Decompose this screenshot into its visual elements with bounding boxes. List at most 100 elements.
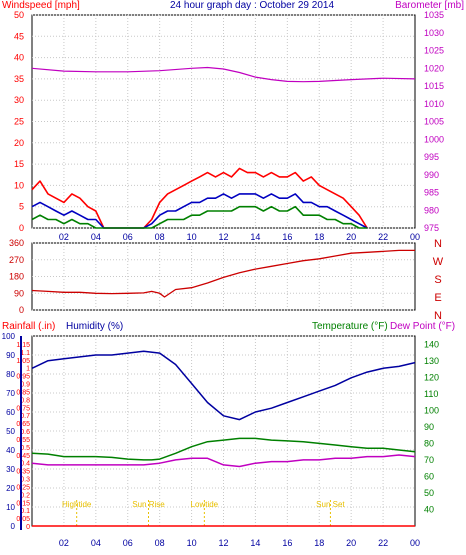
event-label: Lowtide: [191, 500, 219, 509]
rainfall-tick-label: 0.4: [20, 461, 30, 468]
x-tick-label: 22: [378, 232, 388, 242]
dewpoint-axis-title: Dew Point (°F): [390, 321, 456, 332]
windspeed-tick-label: 25: [14, 117, 24, 127]
direction-tick-label: 0: [19, 305, 24, 315]
windspeed-tick-label: 0: [19, 223, 24, 233]
windspeed-tick-label: 50: [14, 10, 24, 20]
rainfall-tick-label: 0.35: [16, 469, 30, 476]
x-tick-label: 20: [346, 538, 356, 548]
windspeed-axis-title: Windspeed [mph]: [2, 0, 80, 11]
barometer-tick-label: 1020: [424, 63, 444, 73]
rainfall-tick-label: 0.2: [20, 492, 30, 499]
rainfall-tick-label: 0.6: [20, 429, 30, 436]
rainfall-tick-label: 0.5: [20, 445, 30, 452]
rainfall-tick-label: 0.45: [16, 453, 30, 460]
x-tick-label: 08: [155, 538, 165, 548]
rainfall-tick-label: 0.85: [16, 389, 30, 396]
rainfall-tick-label: 1.15: [16, 342, 30, 349]
rainfall-tick-label: 0.55: [16, 437, 30, 444]
x-tick-label: 16: [282, 538, 292, 548]
x-tick-label: 02: [59, 232, 69, 242]
windspeed-tick-label: 15: [14, 159, 24, 169]
rainfall-tick-label: 0.95: [16, 374, 30, 381]
x-tick-label: 08: [155, 232, 165, 242]
humidity-tick-label: 60: [6, 408, 15, 417]
x-tick-label: 06: [123, 232, 133, 242]
rainfall-tick-label: 0.1: [20, 508, 30, 515]
barometer-tick-label: 990: [424, 170, 439, 180]
low-series: [31, 205, 368, 229]
windspeed-tick-label: 30: [14, 95, 24, 105]
x-tick-label: 10: [187, 538, 197, 548]
temperature-tick-label: 120: [424, 372, 439, 382]
rainfall-tick-label: 1: [26, 366, 30, 373]
x-tick-label: 20: [346, 232, 356, 242]
rainfall-tick-label: 0.7: [20, 413, 30, 420]
barometer-tick-label: 1030: [424, 28, 444, 38]
x-tick-label: 18: [314, 232, 324, 242]
humidity-tick-label: 30: [6, 465, 15, 474]
windspeed-tick-label: 5: [19, 202, 24, 212]
x-tick-label: 00: [410, 232, 420, 242]
x-tick-label: 04: [91, 232, 101, 242]
humidity-tick-label: 40: [6, 446, 15, 455]
rainfall-tick-label: 0: [26, 524, 30, 531]
humidity-tick-label: 10: [6, 503, 15, 512]
direction-tick-label: 180: [9, 272, 24, 282]
x-tick-label: 16: [282, 232, 292, 242]
direction-tick-label: 90: [14, 288, 24, 298]
barometer-axis-title: Barometer [mb]: [395, 0, 464, 11]
temperature-series: [31, 437, 416, 461]
humidity-temperature-panel: 00.050.10.150.20.250.30.350.40.450.50.55…: [2, 332, 439, 548]
rainfall-tick-label: 0.65: [16, 421, 30, 428]
barometer-tick-label: 1000: [424, 134, 444, 144]
x-tick-label: 10: [187, 232, 197, 242]
x-tick-label: 14: [250, 538, 260, 548]
barometer-tick-label: 1025: [424, 46, 444, 56]
windspeed-tick-label: 20: [14, 138, 24, 148]
x-tick-label: 12: [218, 232, 228, 242]
x-tick-label: 06: [123, 538, 133, 548]
temperature-tick-label: 140: [424, 339, 439, 349]
humidity-tick-label: 90: [6, 351, 15, 360]
humidity-tick-label: 20: [6, 484, 15, 493]
rainfall-tick-label: 1.05: [16, 358, 30, 365]
barometer-tick-label: 995: [424, 152, 439, 162]
temperature-axis-title: Temperature (°F): [312, 321, 388, 332]
humidity-tick-label: 70: [6, 389, 15, 398]
temperature-tick-label: 60: [424, 471, 434, 481]
barometer-series: [31, 66, 416, 83]
x-tick-label: 14: [250, 232, 260, 242]
temperature-tick-label: 90: [424, 422, 434, 432]
humidity-series: [31, 350, 416, 421]
x-tick-label: 18: [314, 538, 324, 548]
rainfall-tick-label: 1.1: [20, 350, 30, 357]
temperature-tick-label: 80: [424, 438, 434, 448]
humidity-axis-title: Humidity (%): [66, 321, 124, 332]
rainfall-tick-label: 0.15: [16, 500, 30, 507]
direction-tick-label: 270: [9, 255, 24, 265]
rainfall-tick-label: 0.3: [20, 477, 30, 484]
temperature-tick-label: 40: [424, 504, 434, 514]
compass-direction-label: N: [434, 238, 442, 250]
x-tick-label: 22: [378, 538, 388, 548]
barometer-tick-label: 980: [424, 205, 439, 215]
compass-direction-label: E: [434, 292, 441, 304]
compass-direction-label: W: [433, 256, 444, 268]
event-label: Sun Set: [316, 500, 345, 509]
barometer-tick-label: 985: [424, 188, 439, 198]
rainfall-tick-label: 0.05: [16, 516, 30, 523]
humidity-tick-label: 0: [11, 522, 16, 531]
x-tick-label: 12: [218, 538, 228, 548]
humidity-tick-label: 50: [6, 427, 15, 436]
temperature-tick-label: 70: [424, 455, 434, 465]
temperature-tick-label: 100: [424, 405, 439, 415]
windspeed-tick-label: 35: [14, 74, 24, 84]
rainfall-axis-title: Rainfall (.in): [2, 321, 56, 332]
average-series: [31, 193, 368, 229]
barometer-tick-label: 1035: [424, 10, 444, 20]
direction-tick-label: 360: [9, 238, 24, 248]
